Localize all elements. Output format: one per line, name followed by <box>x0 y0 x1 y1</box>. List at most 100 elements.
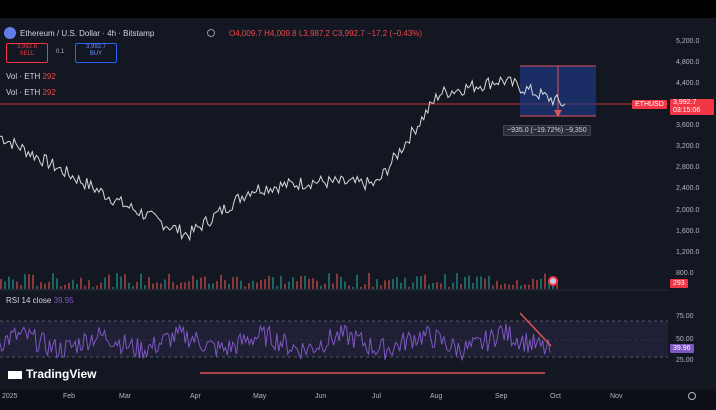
time-tick: Aug <box>430 393 443 400</box>
volume-bar <box>68 282 70 289</box>
volume-bar <box>288 281 290 289</box>
indicator-legend-2[interactable]: Vol · ETH 292 <box>6 88 56 97</box>
price-axis[interactable] <box>668 18 716 390</box>
volume-bar <box>96 285 98 289</box>
rsi-badge: 39.96 <box>670 344 694 353</box>
volume-bar <box>400 282 402 289</box>
volume-bar <box>256 282 258 289</box>
volume-bar <box>52 273 54 289</box>
volume-bar <box>4 281 6 289</box>
volume-badge: 293 <box>670 279 688 288</box>
ethereum-logo-icon <box>4 27 16 39</box>
ohlc-readout: O4,009.7 H4,009.8 L3,987.2 C3,992.7 −17.… <box>229 29 422 38</box>
volume-bar <box>464 277 466 289</box>
volume-bar <box>508 284 510 289</box>
volume-bar <box>428 284 430 289</box>
volume-bar <box>240 280 242 289</box>
rsi-series <box>0 323 551 362</box>
volume-bar <box>188 281 190 289</box>
buy-button[interactable]: 3,992.7 BUY <box>75 43 117 63</box>
volume-bar <box>92 286 94 289</box>
volume-bar <box>40 282 42 289</box>
volume-bar <box>544 273 546 289</box>
measure-arrow-icon <box>554 110 562 117</box>
volume-bar <box>20 285 22 289</box>
volume-bar <box>500 284 502 289</box>
volume-bar <box>536 279 538 289</box>
alert-marker-inner <box>550 278 556 284</box>
volume-bar <box>404 277 406 289</box>
rsi-band <box>0 321 668 357</box>
symbol-title[interactable]: Ethereum / U.S. Dollar · 4h · Bitstamp <box>20 29 155 38</box>
volume-bar <box>556 279 558 289</box>
indicator-value: 292 <box>42 88 56 97</box>
price-tick: 4,800.0 <box>676 59 700 66</box>
volume-bar <box>384 280 386 289</box>
price-tick: 1,200.0 <box>676 249 700 256</box>
sell-price: 3,992.6 <box>16 44 38 50</box>
volume-bar <box>144 285 146 289</box>
volume-bar <box>340 276 342 289</box>
volume-bar <box>268 276 270 289</box>
volume-bar <box>504 283 506 289</box>
volume-bar <box>216 281 218 289</box>
eye-icon[interactable] <box>207 29 215 37</box>
volume-bar <box>332 283 334 289</box>
ohlc-low: L3,987.2 <box>298 29 330 38</box>
volume-bar <box>300 275 302 289</box>
time-tick: Feb <box>63 393 76 400</box>
volume-bar <box>320 285 322 289</box>
volume-bar <box>408 286 410 289</box>
volume-bar <box>104 277 106 289</box>
ohlc-open: O4,009.7 <box>229 29 262 38</box>
volume-bar <box>204 276 206 289</box>
sell-label: SELL <box>19 51 35 57</box>
volume-bar <box>308 278 310 289</box>
volume-bar <box>292 277 294 289</box>
rsi-label: RSI 14 close <box>6 296 52 305</box>
rsi-tick: 25.00 <box>676 357 694 364</box>
volume-bar <box>352 286 354 289</box>
volume-bar <box>468 275 470 289</box>
ohlc-high: H4,009.8 <box>264 29 297 38</box>
time-axis[interactable] <box>0 390 716 410</box>
tradingview-logo-text: TradingView <box>26 367 97 381</box>
volume-bar <box>252 280 254 289</box>
volume-bar <box>196 279 198 289</box>
volume-bar <box>44 283 46 289</box>
volume-bar <box>84 285 86 289</box>
rsi-legend[interactable]: RSI 14 close 39.95 <box>6 296 74 305</box>
volume-bar <box>220 274 222 289</box>
settings-gear-icon[interactable] <box>688 392 696 400</box>
volume-bar <box>496 280 498 289</box>
volume-bar <box>124 274 126 289</box>
volume-bar <box>72 279 74 289</box>
volume-bar <box>0 279 2 289</box>
volume-bar <box>232 277 234 289</box>
time-tick: May <box>253 393 267 400</box>
volume-bar <box>24 274 26 289</box>
volume-bar <box>516 280 518 289</box>
indicator-value: 292 <box>42 72 56 81</box>
volume-bar <box>520 285 522 289</box>
symbol-badge: ETHUSD <box>632 100 667 109</box>
volume-bar <box>540 278 542 289</box>
rsi-downtrend-line[interactable] <box>519 312 552 347</box>
sell-button[interactable]: 3,992.6 SELL <box>6 43 48 63</box>
volume-bar <box>36 285 38 289</box>
volume-bar <box>264 279 266 289</box>
volume-bar <box>388 280 390 289</box>
rsi-tick: 50.00 <box>676 336 694 343</box>
volume-bar <box>228 283 230 289</box>
indicator-label: Vol · ETH <box>6 88 41 97</box>
time-tick: Oct <box>550 393 561 400</box>
volume-bar <box>180 282 182 289</box>
indicator-legend-1[interactable]: Vol · ETH 292 <box>6 72 56 81</box>
time-tick: Apr <box>190 393 201 400</box>
volume-bar <box>260 280 262 289</box>
volume-bar <box>200 277 202 289</box>
volume-bar <box>236 276 238 289</box>
volume-bar <box>396 277 398 289</box>
volume-bar <box>116 273 118 289</box>
